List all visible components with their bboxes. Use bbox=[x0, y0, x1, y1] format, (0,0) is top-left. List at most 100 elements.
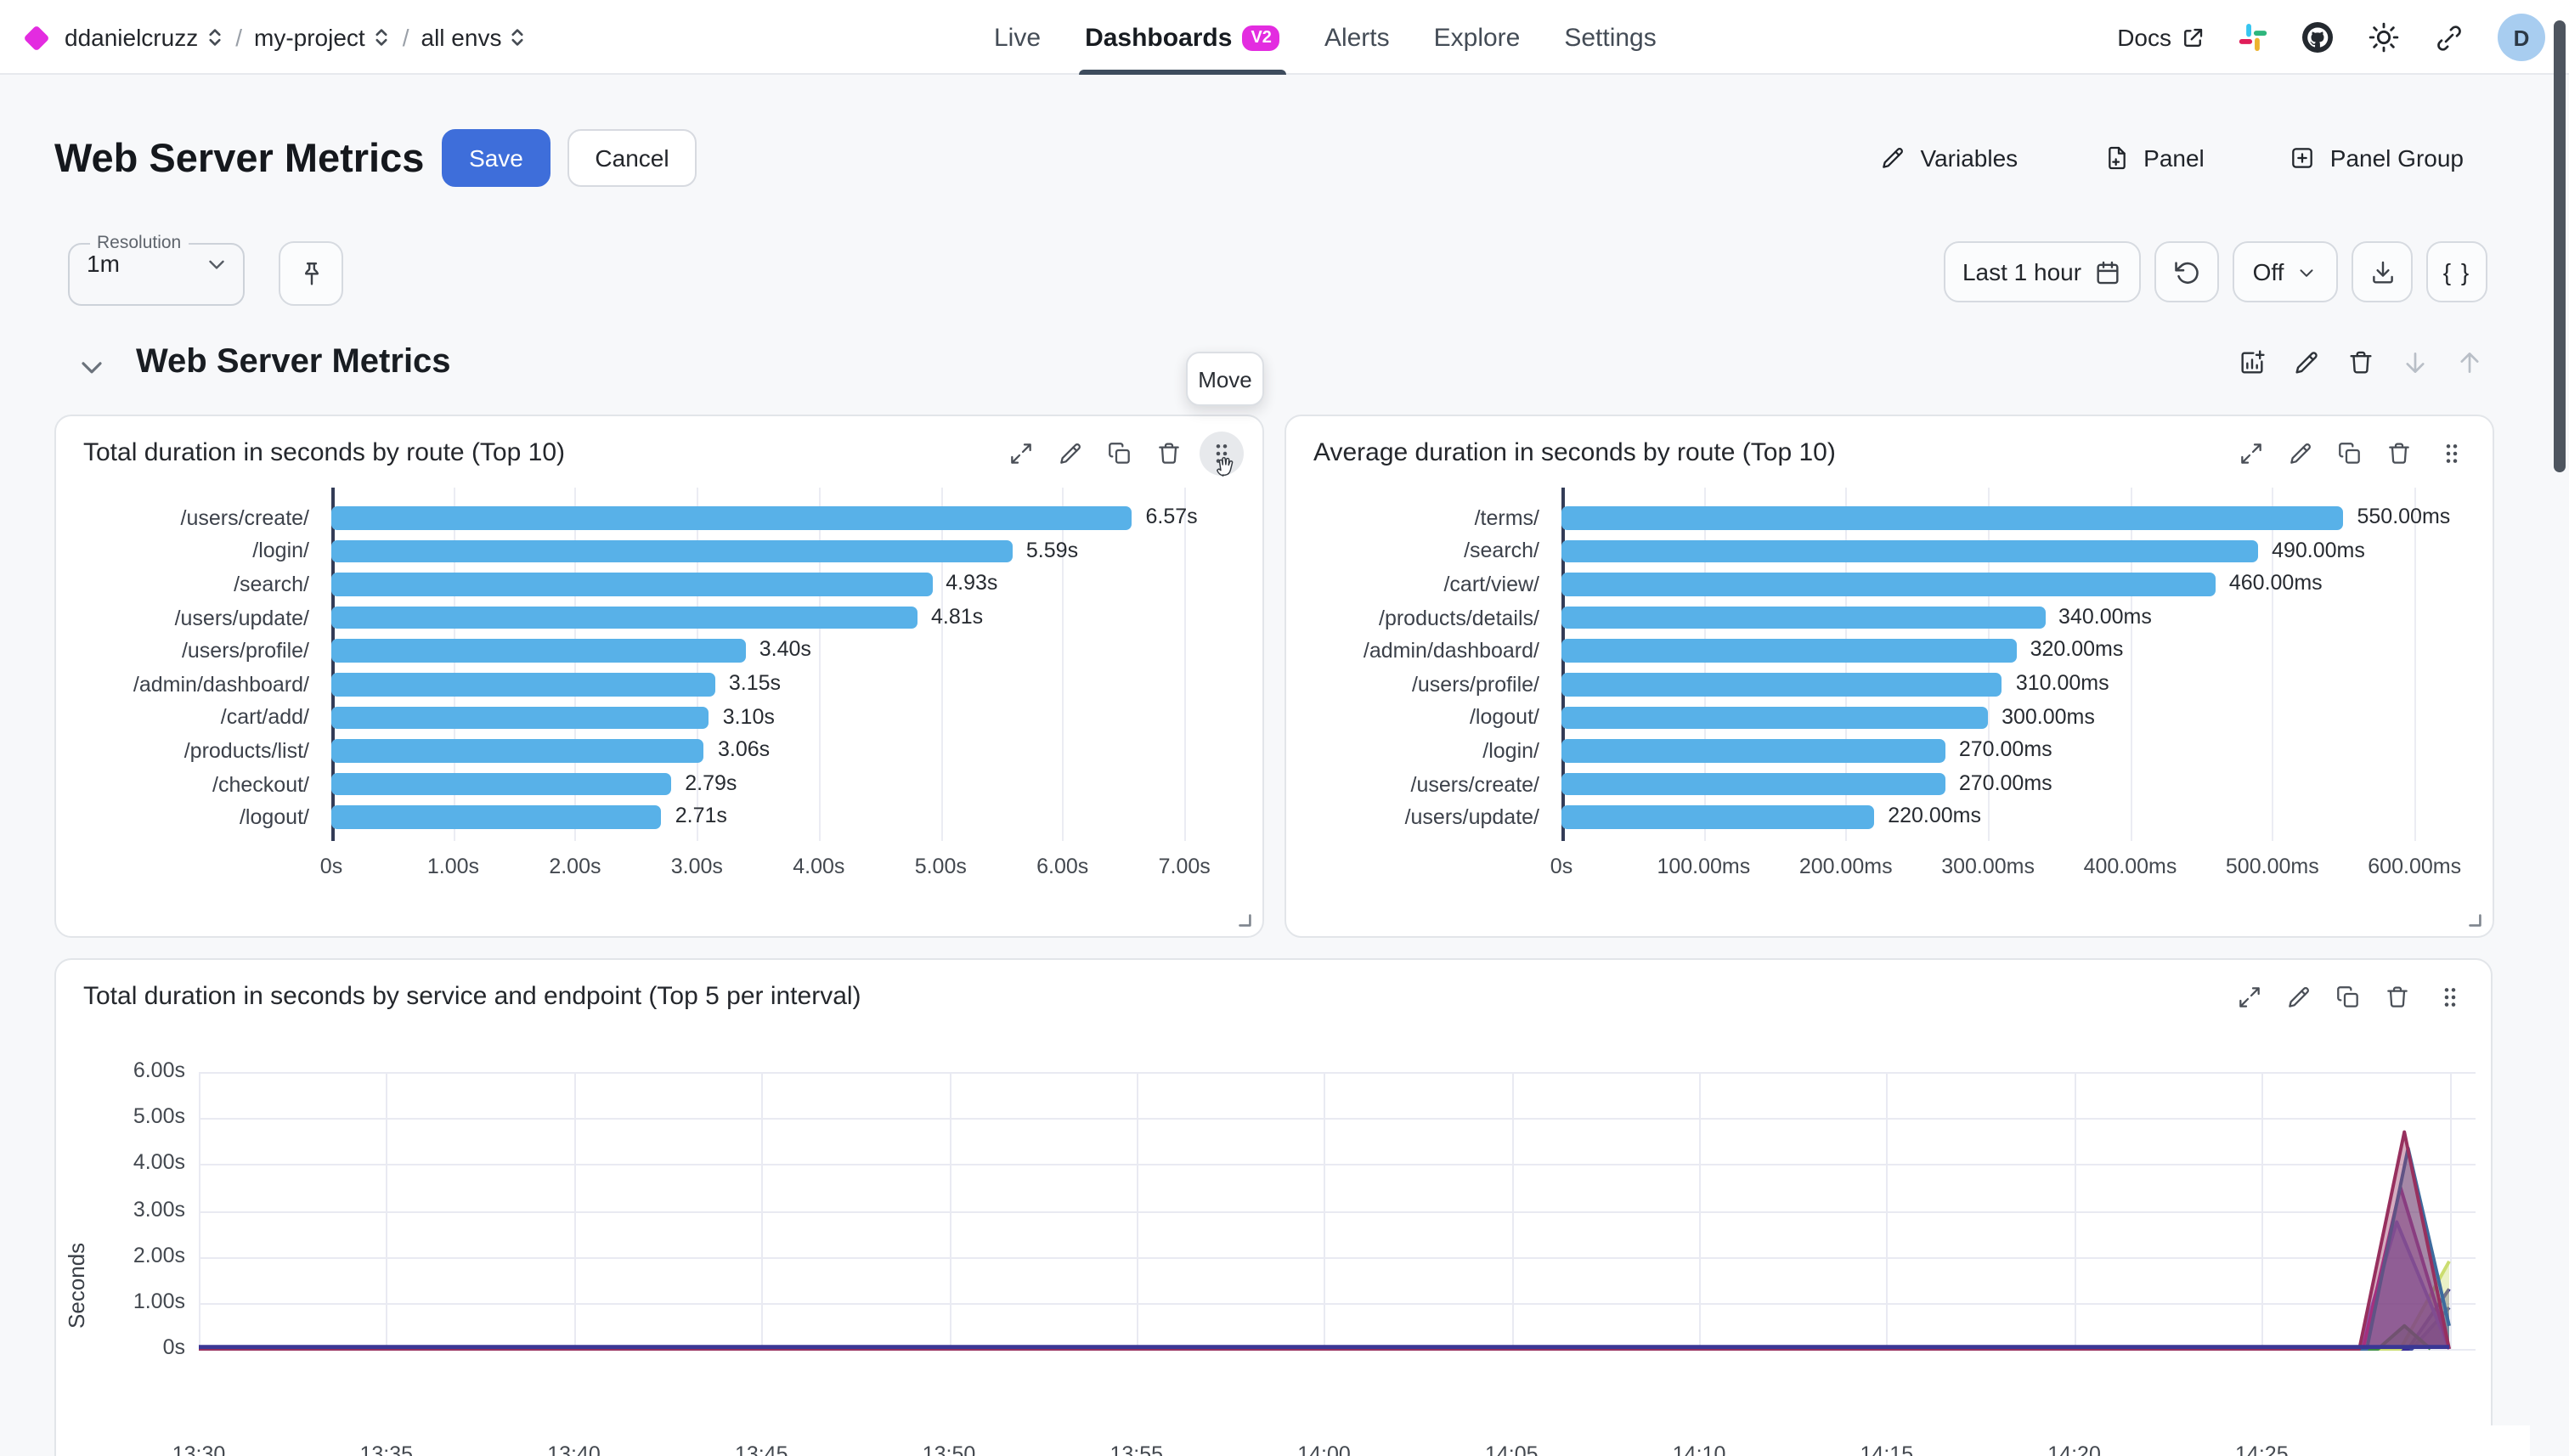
bar[interactable] bbox=[1561, 706, 1989, 730]
pin-button[interactable] bbox=[279, 241, 343, 306]
bar[interactable] bbox=[1561, 739, 1945, 763]
variables-button[interactable]: Variables bbox=[1870, 143, 2029, 173]
bar-row-label: /login/ bbox=[1482, 738, 1539, 763]
bar[interactable] bbox=[1561, 673, 2002, 697]
x-axis-tick-label: 3.00s bbox=[670, 854, 723, 878]
bar-row-label: /terms/ bbox=[1474, 505, 1539, 530]
section-add-panel[interactable] bbox=[2238, 348, 2267, 377]
panel-edit-button[interactable] bbox=[2287, 439, 2314, 466]
download-button[interactable] bbox=[2352, 241, 2413, 302]
bar[interactable] bbox=[1561, 573, 2216, 596]
nav-item-dashboards[interactable]: Dashboards V2 bbox=[1078, 0, 1287, 75]
bar[interactable] bbox=[331, 539, 1013, 563]
bar[interactable] bbox=[1561, 639, 2017, 663]
resolution-select[interactable]: Resolution 1m bbox=[68, 233, 245, 306]
panel-expand-button[interactable] bbox=[2238, 439, 2265, 466]
panel-drag-handle[interactable] bbox=[1200, 431, 1244, 476]
topbar-right: Docs D bbox=[2117, 0, 2545, 75]
gridline bbox=[2261, 1072, 2264, 1349]
panel-expand-button[interactable] bbox=[2236, 983, 2263, 1010]
bar-row-label: /users/profile/ bbox=[181, 639, 309, 663]
auto-refresh-select[interactable]: Off bbox=[2233, 241, 2338, 302]
nav-item-explore[interactable]: Explore bbox=[1434, 0, 1521, 75]
bar[interactable] bbox=[331, 573, 933, 596]
sun-icon[interactable] bbox=[2367, 20, 2401, 54]
docs-link[interactable]: Docs bbox=[2117, 24, 2205, 51]
bar[interactable] bbox=[1561, 506, 2344, 530]
bar[interactable] bbox=[331, 506, 1132, 530]
bar[interactable] bbox=[331, 673, 715, 697]
section-collapse-button[interactable] bbox=[75, 350, 109, 384]
bar[interactable] bbox=[1561, 772, 1945, 796]
gridline bbox=[199, 1164, 2476, 1166]
environment-selector[interactable]: all envs bbox=[421, 24, 528, 51]
bar[interactable] bbox=[331, 639, 746, 663]
bar-value-label: 3.06s bbox=[717, 737, 771, 762]
bar[interactable] bbox=[331, 805, 662, 829]
vertical-scrollbar[interactable] bbox=[2554, 20, 2566, 472]
chevron-updown-icon bbox=[205, 25, 223, 49]
panel-edit-button[interactable] bbox=[1057, 439, 1084, 466]
avatar[interactable]: D bbox=[2498, 14, 2545, 61]
nav-item-settings[interactable]: Settings bbox=[1564, 0, 1656, 75]
bar[interactable] bbox=[331, 706, 709, 730]
bar[interactable] bbox=[1561, 805, 1875, 829]
bar[interactable] bbox=[1561, 539, 2259, 563]
save-button[interactable]: Save bbox=[442, 129, 550, 187]
panel-drag-handle[interactable] bbox=[2428, 974, 2472, 1019]
gridline bbox=[940, 488, 943, 841]
panel-expand-button[interactable] bbox=[1008, 439, 1035, 466]
section-delete[interactable] bbox=[2346, 348, 2375, 377]
panel-duplicate-button[interactable] bbox=[2336, 439, 2363, 466]
section-edit[interactable] bbox=[2292, 348, 2321, 377]
x-axis-tick-label: 300.00ms bbox=[1941, 854, 2035, 878]
gridline bbox=[1136, 1072, 1138, 1349]
link-icon[interactable] bbox=[2433, 21, 2465, 54]
resize-handle-icon[interactable] bbox=[2465, 911, 2484, 929]
breadcrumb: ddanielcruzz / my-project / all envs bbox=[23, 0, 528, 75]
bar-row-label: /search/ bbox=[234, 572, 309, 596]
x-axis-tick-label: 200.00ms bbox=[1798, 854, 1893, 878]
bar[interactable] bbox=[331, 772, 672, 796]
panel-delete-button[interactable] bbox=[2386, 439, 2413, 466]
github-icon[interactable] bbox=[2301, 20, 2335, 54]
json-view-button[interactable]: { } bbox=[2426, 241, 2487, 302]
bar[interactable] bbox=[1561, 606, 2046, 629]
x-axis-ticks: 0s 100.00ms 200.00ms 300.00ms 400.00ms 500.00… bbox=[1550, 854, 2465, 892]
project-selector[interactable]: my-project bbox=[254, 24, 391, 51]
panel-delete-button[interactable] bbox=[2384, 983, 2411, 1010]
time-range-button[interactable]: Last 1 hour bbox=[1944, 241, 2141, 302]
panel-drag-handle[interactable] bbox=[2430, 431, 2474, 475]
gridline bbox=[2414, 488, 2417, 841]
resize-handle-icon[interactable] bbox=[1235, 911, 1254, 929]
nav-item-alerts[interactable]: Alerts bbox=[1324, 0, 1390, 75]
panel-edit-button[interactable] bbox=[2285, 983, 2312, 1010]
y-axis-tick-label: 3.00s bbox=[133, 1197, 185, 1221]
x-axis-tick-label: 13:45 bbox=[734, 1442, 788, 1456]
add-panel-group-button[interactable]: Panel Group bbox=[2279, 143, 2474, 173]
gridline bbox=[2074, 1072, 2076, 1349]
y-axis-tick-label: 5.00s bbox=[133, 1104, 185, 1129]
panel-duplicate-button[interactable] bbox=[1106, 439, 1133, 466]
gridline bbox=[697, 488, 699, 841]
add-panel-button[interactable]: Panel bbox=[2092, 143, 2215, 173]
bar-row-label: /users/profile/ bbox=[1411, 672, 1539, 697]
add-panel-button-label: Panel bbox=[2143, 144, 2205, 172]
chevron-updown-icon bbox=[372, 25, 391, 49]
bar-track: 300.00ms bbox=[1561, 705, 2465, 730]
bar[interactable] bbox=[331, 606, 918, 629]
slack-icon[interactable] bbox=[2238, 22, 2268, 53]
org-selector[interactable]: ddanielcruzz bbox=[65, 24, 223, 51]
nav-item-live[interactable]: Live bbox=[994, 0, 1041, 75]
refresh-button[interactable] bbox=[2154, 241, 2219, 302]
panel-delete-button[interactable] bbox=[1155, 439, 1183, 466]
bar-row: /checkout/2.79s bbox=[56, 768, 1262, 801]
gridline bbox=[199, 1211, 2476, 1212]
bar-row: /users/update/4.81s bbox=[56, 601, 1262, 635]
time-series-plot[interactable] bbox=[199, 1072, 2476, 1351]
bar[interactable] bbox=[331, 739, 704, 763]
pin-icon bbox=[296, 259, 325, 288]
cancel-button[interactable]: Cancel bbox=[567, 129, 697, 187]
panel-duplicate-button[interactable] bbox=[2335, 983, 2362, 1010]
gridline bbox=[818, 488, 821, 841]
